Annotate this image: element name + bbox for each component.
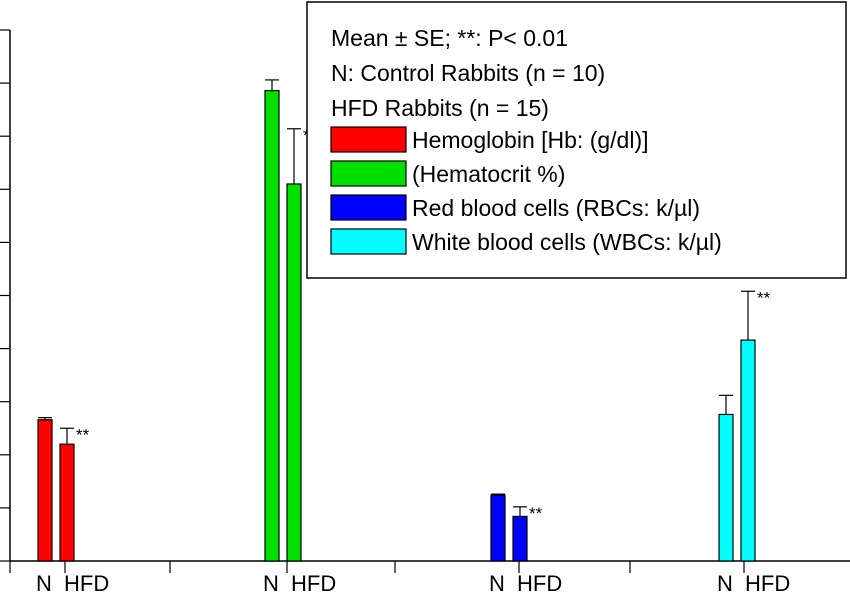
bar-hfd-1: [286, 183, 302, 562]
tick-label-n: N: [36, 571, 52, 595]
bar-n-1: [264, 89, 280, 562]
tick-label-hfd: HFD: [64, 571, 109, 595]
legend-swatch: [330, 228, 407, 255]
bar-n-2: [490, 494, 506, 562]
tick-label-hfd: HFD: [291, 571, 336, 595]
legend-entry-label: White blood cells (WBCs: k/µl): [412, 229, 722, 255]
legend-note: Mean ± SE; **: P< 0.01: [331, 25, 568, 51]
bar-n-0: [37, 419, 53, 562]
tick-label-n: N: [263, 571, 279, 595]
tick-label-n: N: [717, 571, 733, 595]
tick-label-hfd: HFD: [745, 571, 790, 595]
bar-hfd-3: [740, 339, 756, 562]
significance-marker: **: [757, 288, 771, 307]
legend-entry-label: (Hematocrit %): [412, 161, 565, 187]
bar-hfd-0: [59, 443, 75, 562]
tick-label-n: N: [489, 571, 505, 595]
legend-entry-label: Hemoglobin [Hb: (g/dl)]: [412, 127, 649, 153]
legend-swatch: [330, 194, 407, 221]
significance-marker: **: [76, 425, 90, 444]
legend-entry-label: Red blood cells (RBCs: k/µl): [412, 195, 700, 221]
significance-marker: **: [529, 504, 543, 523]
legend-swatch: [330, 126, 407, 153]
tick-label-hfd: HFD: [517, 571, 562, 595]
legend-swatch: [330, 160, 407, 187]
legend-note: HFD Rabbits (n = 15): [331, 95, 549, 121]
bar-hfd-2: [512, 515, 528, 562]
bar-n-3: [718, 413, 734, 562]
legend-note: N: Control Rabbits (n = 10): [331, 60, 605, 86]
legend: Mean ± SE; **: P< 0.01 N: Control Rabbits…: [306, 1, 847, 279]
